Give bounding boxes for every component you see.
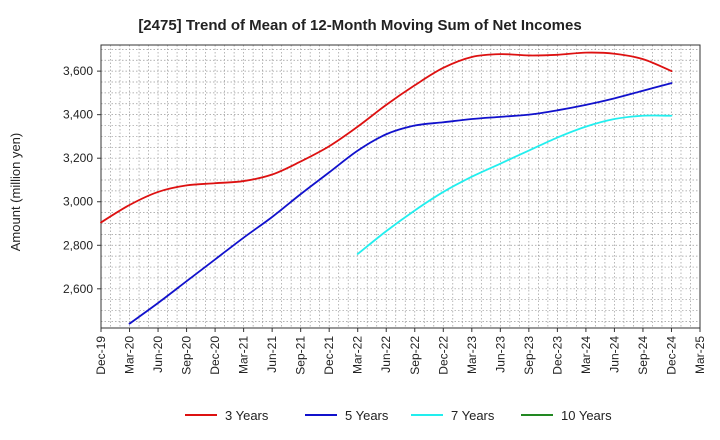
x-tick-label: Mar-23 [465,336,479,374]
x-tick-label: Jun-23 [493,336,507,373]
x-tick-label: Dec-22 [436,336,450,375]
series-line-5-years [128,82,673,325]
x-tick-label: Mar-25 [693,336,707,374]
x-tick-label: Dec-21 [322,336,336,375]
x-tick-label: Mar-22 [351,336,365,374]
legend: 3 Years 5 Years 7 Years 10 Years [185,408,612,423]
x-tick-label: Sep-22 [408,336,422,375]
y-tick-label: 3,600 [63,64,93,78]
legend-label: 7 Years [451,408,495,423]
x-tick-label: Jun-24 [607,336,621,373]
x-axis-ticks: Dec-19 Mar-20 Jun-20 Sep-20 Dec-20 Mar-21 Jun-… [94,328,707,375]
chart-title: [2475] Trend of Mean of 12-Month Moving … [138,17,581,34]
x-tick-label: Dec-19 [94,336,108,375]
series-lines [100,51,673,325]
y-axis-ticks: 2,600 2,800 3,000 3,200 3,400 3,600 [63,64,101,296]
y-tick-label: 2,600 [63,282,93,296]
y-tick-label: 3,200 [63,151,93,165]
x-tick-label: Mar-21 [237,336,251,374]
y-tick-label: 3,400 [63,108,93,122]
y-tick-label: 3,000 [63,195,93,209]
y-tick-label: 2,800 [63,238,93,252]
x-tick-label: Sep-23 [522,336,536,375]
x-tick-label: Jun-22 [379,336,393,373]
y-axis-label: Amount (million yen) [8,133,23,252]
x-tick-label: Dec-24 [664,336,678,375]
x-tick-label: Dec-23 [550,336,564,375]
x-tick-label: Sep-20 [180,336,194,375]
x-tick-label: Jun-21 [265,336,279,373]
x-tick-label: Mar-24 [579,336,593,374]
x-tick-label: Dec-20 [208,336,222,375]
legend-label: 10 Years [561,408,612,423]
x-tick-label: Sep-24 [636,336,650,375]
plot-area [100,44,701,329]
legend-label: 3 Years [225,408,269,423]
series-line-3-years [100,51,673,224]
x-tick-label: Mar-20 [123,336,137,374]
plot-grid [100,45,701,328]
x-tick-label: Sep-21 [294,336,308,375]
series-line-7-years [356,114,673,255]
x-tick-label: Jun-20 [151,336,165,373]
legend-label: 5 Years [345,408,389,423]
